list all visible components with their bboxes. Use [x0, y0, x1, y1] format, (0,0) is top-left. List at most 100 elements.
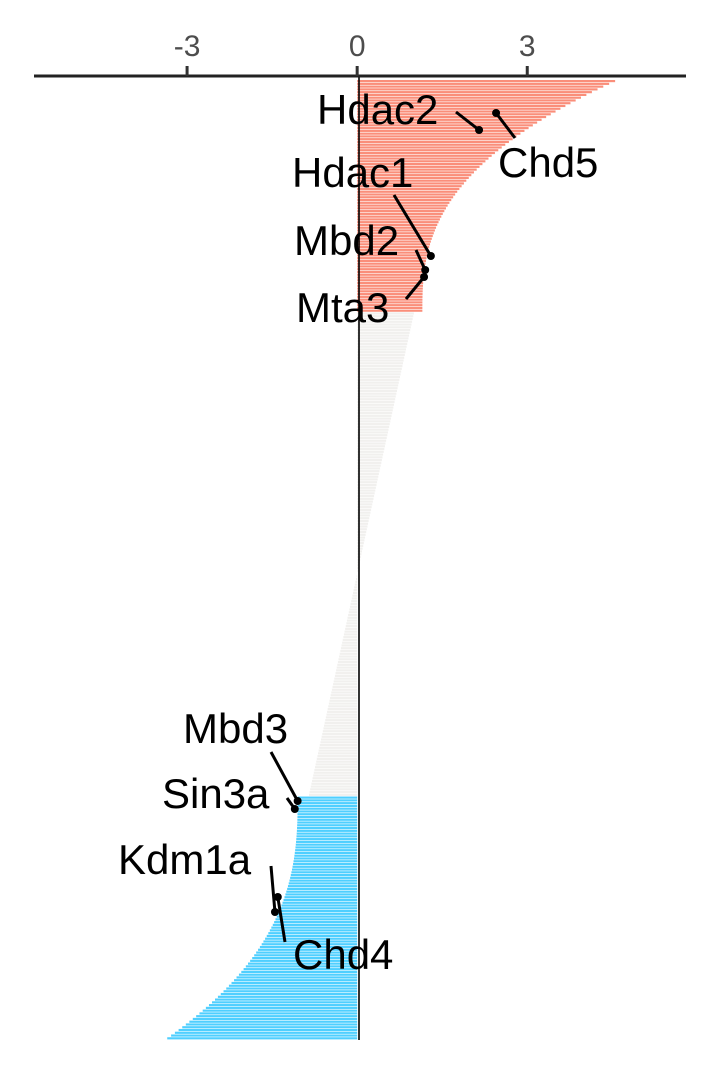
bar-neutral [357, 335, 409, 337]
bar-neutral [357, 357, 404, 359]
bar-down [196, 1015, 357, 1017]
bar-neutral [357, 545, 363, 547]
annotation-leader-mbd3 [271, 752, 298, 801]
x-tick-label: 0 [349, 30, 366, 63]
bar-down [298, 813, 358, 815]
bar-down [274, 921, 357, 923]
bar-down [292, 868, 357, 870]
bar-down [296, 841, 357, 843]
bar-neutral [340, 650, 357, 652]
bar-neutral [325, 719, 357, 721]
bar-neutral [343, 639, 357, 641]
bar-neutral [329, 702, 357, 704]
bar-neutral [357, 370, 401, 372]
bar-down [298, 797, 358, 799]
annotation-point-hdac1 [427, 252, 435, 260]
bar-neutral [357, 434, 387, 436]
bar-neutral [316, 761, 357, 763]
bar-neutral [319, 747, 357, 749]
bar-down [294, 855, 357, 857]
bar-neutral [337, 664, 357, 666]
bar-neutral [357, 373, 400, 375]
annotation-label-sin3a: Sin3a [162, 770, 270, 817]
bar-down [297, 833, 357, 835]
bar-neutral [357, 379, 399, 381]
bar-up [357, 274, 424, 276]
bar-neutral [328, 708, 358, 710]
bar-down [229, 985, 357, 987]
bar-down [189, 1021, 357, 1023]
bar-neutral [312, 780, 357, 782]
bar-neutral [353, 592, 357, 594]
bar-neutral [346, 625, 357, 627]
bar-neutral [314, 772, 357, 774]
bar-neutral [357, 382, 399, 384]
annotation-point-hdac2 [475, 126, 483, 134]
bar-neutral [357, 453, 383, 455]
bar-up [357, 279, 423, 281]
bar-down [293, 866, 358, 868]
bar-down [209, 1004, 357, 1006]
bar-neutral [357, 575, 358, 577]
bar-neutral [357, 470, 379, 472]
bar-neutral [338, 661, 357, 663]
bar-neutral [335, 672, 357, 674]
bar-neutral [334, 678, 357, 680]
bar-down [273, 924, 357, 926]
bar-down [289, 880, 357, 882]
bar-down [199, 1012, 357, 1014]
bar-down [277, 916, 357, 918]
bar-neutral [349, 611, 357, 613]
bar-neutral [348, 617, 358, 619]
bar-down [295, 846, 357, 848]
bar-down [279, 910, 357, 912]
bar-neutral [357, 332, 409, 334]
bar-down [203, 1010, 357, 1012]
bar-neutral [313, 777, 358, 779]
bar-down [298, 810, 358, 812]
bar-neutral [343, 636, 357, 638]
bar-down [171, 1034, 357, 1036]
bar-neutral [323, 727, 357, 729]
bar-down [297, 827, 357, 829]
bar-down [291, 871, 357, 873]
bar-neutral [342, 642, 357, 644]
bar-up [357, 83, 609, 85]
bar-neutral [322, 736, 358, 738]
bar-neutral [357, 393, 396, 395]
bar-neutral [326, 716, 357, 718]
bar-neutral [357, 548, 362, 550]
bar-neutral [336, 669, 357, 671]
bar-neutral [331, 694, 357, 696]
bar-neutral [325, 722, 358, 724]
bar-neutral [316, 763, 358, 765]
bar-down [291, 874, 357, 876]
bar-down [186, 1023, 357, 1025]
annotation-point-kdm1a [271, 908, 279, 916]
bar-neutral [347, 619, 357, 621]
bar-neutral [341, 647, 357, 649]
bar-down [298, 802, 358, 804]
annotation-label-kdm1a: Kdm1a [118, 836, 252, 883]
bar-neutral [311, 785, 357, 787]
bar-neutral [344, 633, 357, 635]
bar-down [285, 893, 357, 895]
bar-neutral [333, 683, 357, 685]
annotation-label-chd5: Chd5 [498, 139, 598, 186]
bar-neutral [330, 697, 357, 699]
bar-neutral [345, 631, 358, 633]
annotation-leader-kdm1a [271, 866, 275, 912]
x-tick-label: 3 [519, 30, 536, 63]
bar-down [281, 904, 357, 906]
bar-neutral [357, 362, 403, 364]
bar-up [357, 144, 505, 146]
bar-neutral [357, 418, 391, 420]
bar-down [284, 896, 357, 898]
bar-neutral [357, 467, 380, 469]
annotation-label-mta3: Mta3 [296, 284, 389, 331]
bar-down [215, 999, 357, 1001]
bar-neutral [357, 354, 405, 356]
bar-neutral [328, 705, 357, 707]
bar-up [357, 80, 615, 82]
bar-neutral [352, 597, 357, 599]
